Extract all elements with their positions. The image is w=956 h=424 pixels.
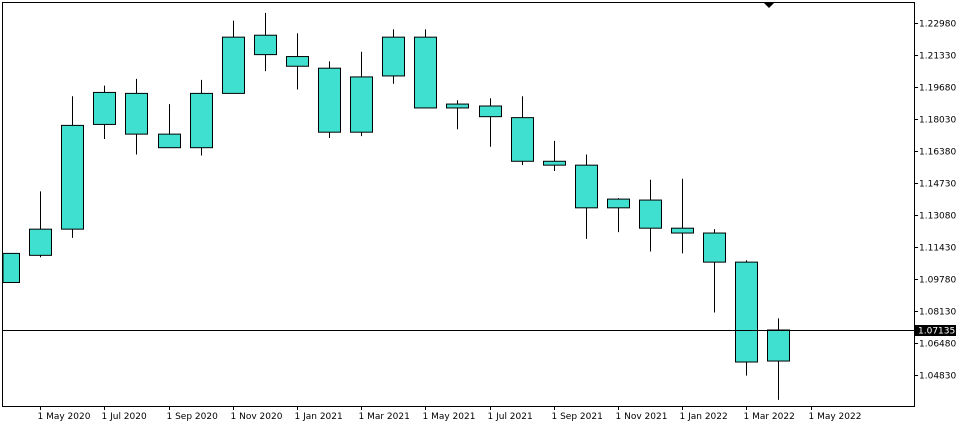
y-tick-label: 1.21330 [919,52,956,62]
x-tick-label: 1 May 2021 [423,412,476,422]
candle-body [158,133,181,149]
candle-body [703,232,726,263]
candle-body [61,124,84,230]
candle [382,29,405,84]
candle [286,33,309,90]
candle-body [382,36,405,77]
period-separator-marker-icon [764,3,774,8]
x-tick-label: 1 Sep 2021 [552,412,603,422]
y-tick-label: 1.19680 [919,84,956,94]
candle [607,198,630,233]
candle [479,98,502,147]
candle [735,260,758,376]
x-tick-label: 1 Sep 2020 [167,412,219,422]
candle-body [286,56,309,67]
x-tick-label: 1 Mar 2022 [744,412,795,422]
y-tick-label: 1.22980 [919,20,956,30]
candle [446,100,469,130]
candle-body [511,117,534,162]
candle-body [639,199,662,229]
candle [350,51,373,137]
candle [414,29,437,109]
y-tick-label: 1.18030 [919,116,956,126]
y-tick-label: 1.14730 [919,180,956,190]
candle-body [190,92,213,149]
candle-body [222,36,245,94]
x-axis-ticks: 1 May 2020 1 Jul 2020 1 Sep 2020 1 Nov 2020… [38,406,862,422]
x-tick-label: 1 May 2022 [809,412,862,422]
candle-body [2,252,20,283]
y-tick-label: 1.04830 [919,372,956,382]
candle [61,96,84,238]
x-tick-label: 1 Mar 2021 [359,412,410,422]
candles [2,12,790,400]
plot-frame [2,2,915,407]
candle-body [93,91,116,125]
candle-body [414,36,437,109]
candle-body [735,261,758,363]
candle [93,85,116,139]
x-tick-label: 1 Jan 2022 [680,412,728,422]
y-tick-label: 1.11430 [919,244,956,254]
candle-body [446,103,469,109]
candle-body [575,164,598,209]
y-tick-label: 1.06480 [919,340,956,350]
x-tick-label: 1 Nov 2021 [616,412,668,422]
candle [318,61,341,139]
candle [29,191,52,258]
y-tick-label: 1.08130 [919,308,956,318]
y-tick-label: 1.09780 [919,276,956,286]
candle-body [479,105,502,118]
x-tick-label: 1 Jan 2021 [295,412,343,422]
candle-body [254,34,277,56]
x-tick-label: 1 Jul 2020 [102,412,147,422]
candle [575,154,598,239]
candle-body [125,92,148,135]
candle-body [543,160,566,166]
candle [158,104,181,149]
candle [639,179,662,252]
current-price-label-bg [915,325,956,336]
candle [254,12,277,72]
candle [703,229,726,313]
candle-body [671,227,694,234]
x-tick-label: 1 Nov 2020 [231,412,283,422]
candle [222,20,245,94]
y-tick-label: 1.13080 [919,212,956,222]
current-price-label: 1.07135 [918,327,955,337]
y-tick-label: 1.16380 [919,148,956,158]
candle [190,79,213,156]
y-axis-ticks: 1.22980 1.21330 1.19680 1.18030 1.16380 1.147… [914,20,956,382]
candle-body [350,76,373,133]
candle [511,96,534,166]
candle-body [318,67,341,133]
x-tick-label: 1 Jul 2021 [488,412,533,422]
candle-body [29,228,52,256]
candle [543,140,566,171]
candle [671,178,694,254]
candle-body [607,198,630,209]
x-tick-label: 1 May 2020 [38,412,91,422]
candle-body [767,329,790,362]
candle [125,78,148,155]
candle [2,252,20,283]
